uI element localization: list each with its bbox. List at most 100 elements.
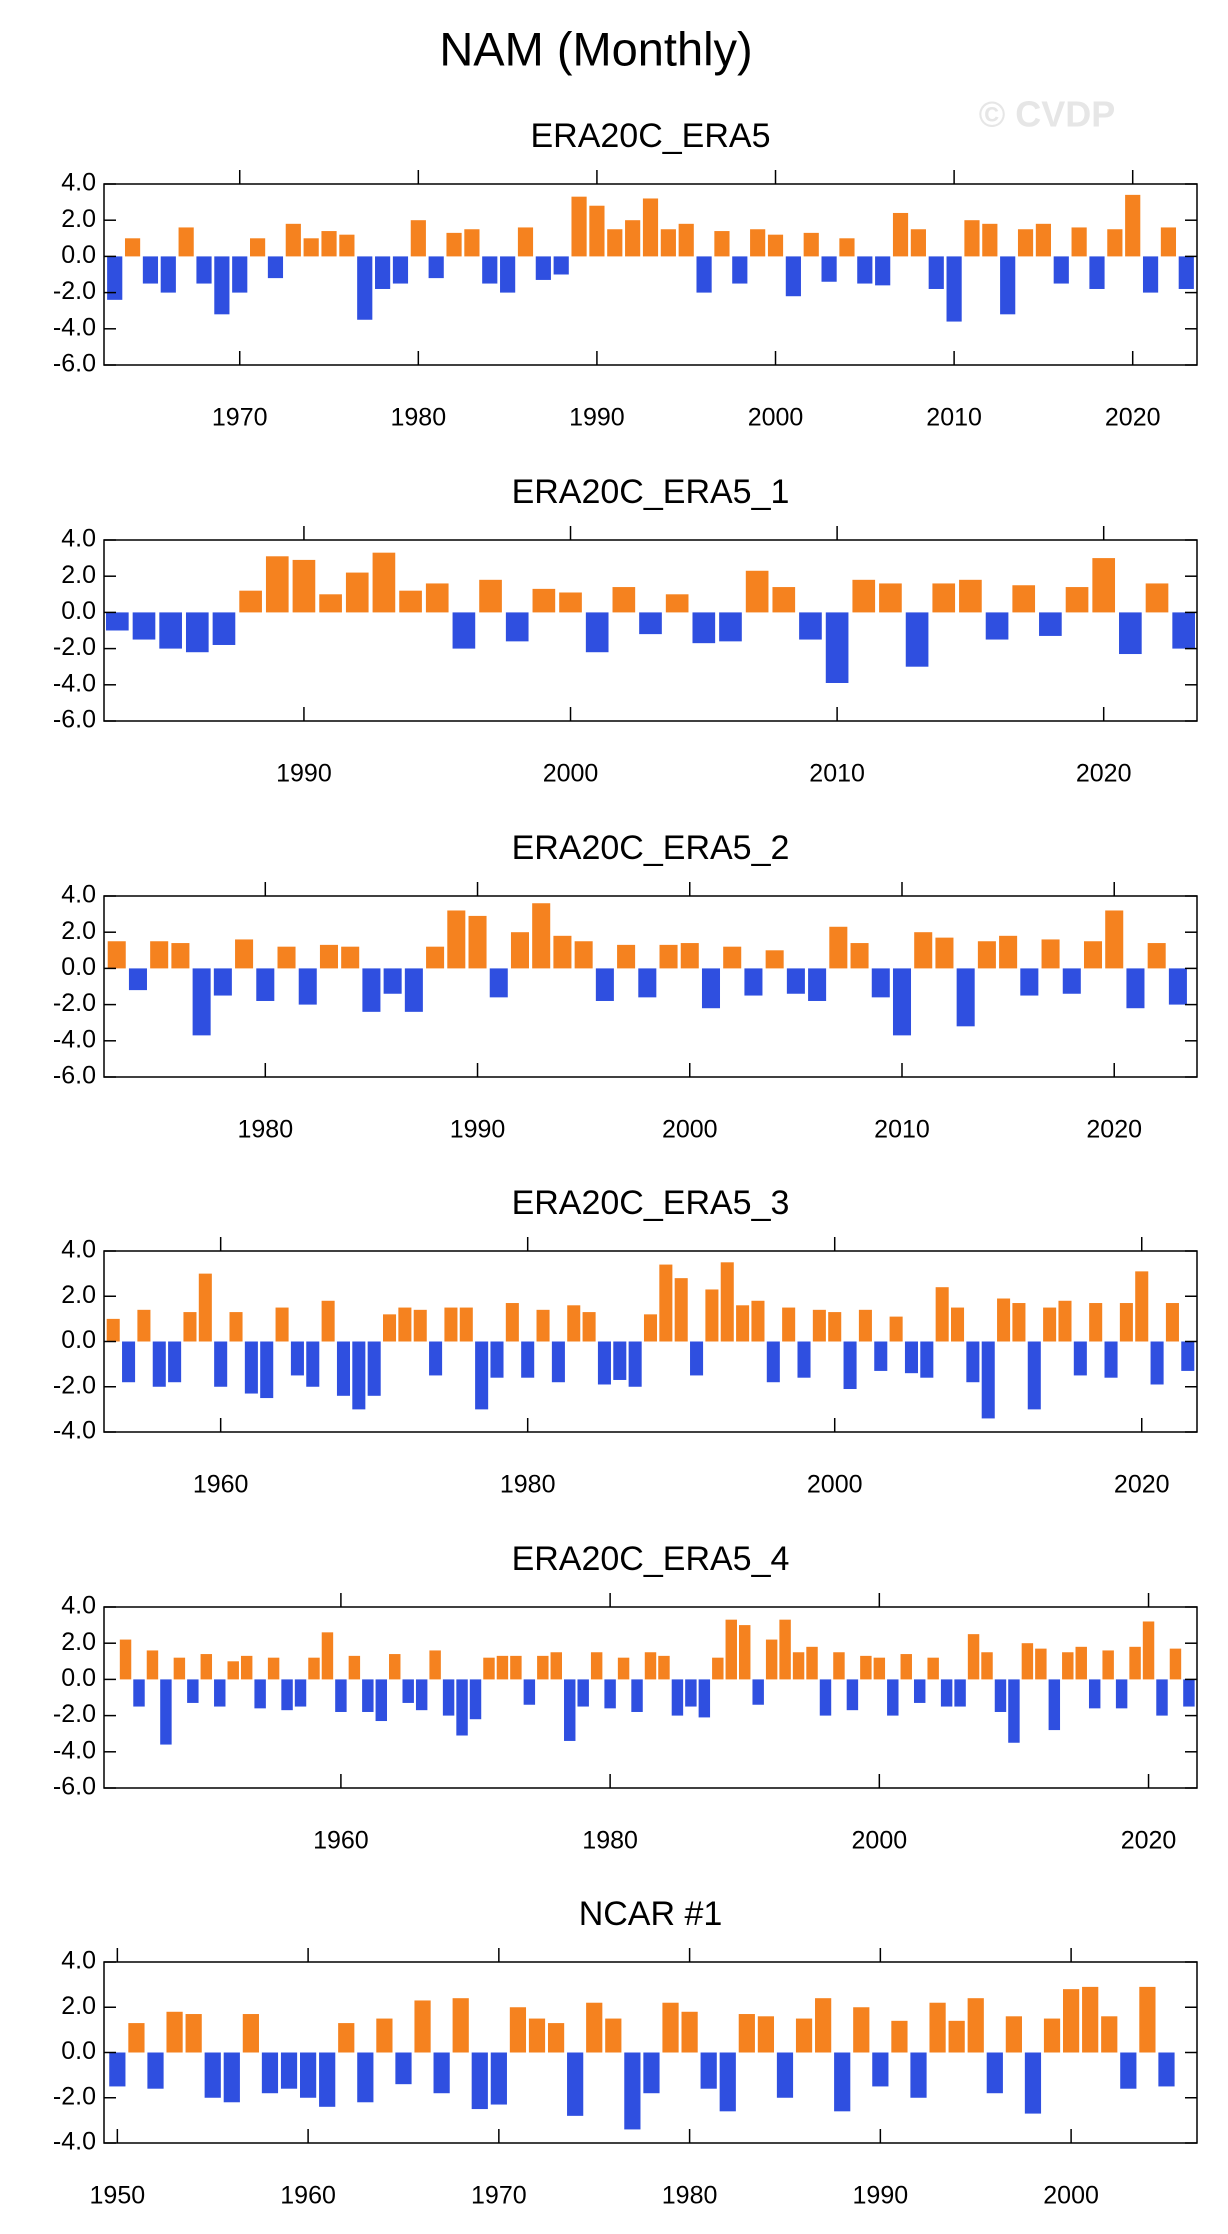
bar bbox=[714, 231, 730, 257]
y-tick-label: 4.0 bbox=[61, 1236, 96, 1264]
bar bbox=[1012, 585, 1036, 613]
bar bbox=[1058, 1300, 1072, 1342]
y-tick-label: 4.0 bbox=[61, 1592, 96, 1620]
bar bbox=[904, 1341, 918, 1374]
bar bbox=[929, 2002, 946, 2053]
bar bbox=[628, 1341, 642, 1387]
x-tick-label: 1950 bbox=[90, 2182, 146, 2210]
bar bbox=[853, 2007, 870, 2053]
bar bbox=[505, 612, 529, 642]
bar bbox=[1142, 256, 1159, 293]
bar bbox=[517, 227, 534, 257]
bar bbox=[341, 946, 360, 969]
y-tick-label: -4.0 bbox=[53, 1025, 96, 1053]
bar bbox=[1039, 612, 1062, 636]
bar bbox=[932, 583, 956, 613]
bar bbox=[767, 234, 784, 257]
bar bbox=[261, 2052, 279, 2094]
bar bbox=[792, 1652, 805, 1680]
bar bbox=[452, 612, 476, 649]
bar bbox=[833, 1652, 845, 1680]
bar bbox=[671, 1679, 684, 1716]
x-tick-label: 1980 bbox=[582, 1827, 638, 1855]
bar bbox=[846, 1679, 859, 1711]
bar bbox=[132, 612, 156, 640]
bar bbox=[873, 1657, 886, 1680]
bar bbox=[857, 256, 873, 284]
bar bbox=[479, 579, 502, 613]
x-tick-label: 2020 bbox=[1076, 760, 1132, 788]
bar bbox=[725, 1619, 737, 1680]
x-tick-label: 2010 bbox=[874, 1116, 930, 1144]
bar bbox=[571, 196, 587, 257]
bar bbox=[414, 2000, 431, 2053]
bar bbox=[631, 1679, 643, 1712]
bar bbox=[521, 1341, 535, 1378]
bar bbox=[345, 572, 369, 613]
bar bbox=[260, 1341, 274, 1399]
bar bbox=[828, 1312, 842, 1342]
bar bbox=[1083, 941, 1103, 969]
bar bbox=[766, 1341, 780, 1383]
bar bbox=[1169, 1648, 1182, 1680]
bar bbox=[799, 612, 822, 640]
bar bbox=[339, 234, 355, 257]
bar bbox=[638, 968, 657, 998]
y-tick-label: -6.0 bbox=[53, 1773, 96, 1801]
bar bbox=[920, 1341, 934, 1378]
bar bbox=[1027, 1341, 1041, 1410]
bar bbox=[1101, 2016, 1118, 2053]
bar bbox=[765, 1639, 778, 1680]
y-tick-label: -4.0 bbox=[53, 1417, 96, 1445]
bar bbox=[152, 1341, 166, 1387]
bar bbox=[1107, 229, 1123, 257]
bar bbox=[744, 968, 763, 996]
plot-frame bbox=[103, 539, 1198, 722]
bar bbox=[1129, 1646, 1141, 1680]
bar bbox=[383, 1314, 397, 1342]
bar bbox=[1053, 256, 1069, 284]
bar bbox=[1178, 256, 1194, 289]
y-tick-label: -4.0 bbox=[53, 1736, 96, 1764]
x-tick-label: 1960 bbox=[280, 2182, 336, 2210]
bar bbox=[624, 2052, 641, 2130]
bar bbox=[338, 2023, 355, 2053]
bar bbox=[736, 1305, 750, 1342]
bar bbox=[398, 1307, 412, 1342]
bar bbox=[232, 256, 248, 293]
bar bbox=[719, 2052, 736, 2112]
bar bbox=[1043, 1307, 1057, 1342]
bar bbox=[128, 968, 147, 991]
bar bbox=[321, 231, 337, 257]
bar bbox=[981, 1341, 995, 1419]
bar bbox=[267, 1657, 280, 1680]
bar bbox=[674, 1278, 688, 1342]
bar bbox=[404, 968, 423, 1012]
y-tick-label: -2.0 bbox=[53, 1371, 96, 1399]
bar bbox=[850, 943, 869, 969]
bar bbox=[532, 903, 551, 969]
bar bbox=[574, 941, 593, 969]
bar bbox=[954, 1679, 966, 1707]
bar bbox=[319, 944, 338, 969]
bar bbox=[509, 2007, 527, 2053]
bar bbox=[107, 256, 123, 300]
bar bbox=[137, 1309, 151, 1342]
bar bbox=[858, 1309, 872, 1342]
bar bbox=[446, 232, 462, 257]
plot-frame bbox=[103, 183, 1198, 366]
bar bbox=[410, 220, 426, 257]
y-tick-label: -2.0 bbox=[53, 2082, 96, 2110]
bar bbox=[106, 1318, 120, 1342]
bar bbox=[250, 238, 266, 257]
bar bbox=[214, 1341, 228, 1387]
bar bbox=[803, 232, 819, 257]
bar bbox=[1168, 968, 1187, 1005]
plot-frame bbox=[103, 895, 1198, 1078]
bar bbox=[160, 256, 176, 293]
panel-title: ERA20C_ERA5_2 bbox=[512, 829, 790, 867]
bar bbox=[696, 256, 712, 293]
bar bbox=[468, 915, 487, 969]
bar bbox=[375, 256, 391, 289]
bar bbox=[147, 2052, 164, 2089]
